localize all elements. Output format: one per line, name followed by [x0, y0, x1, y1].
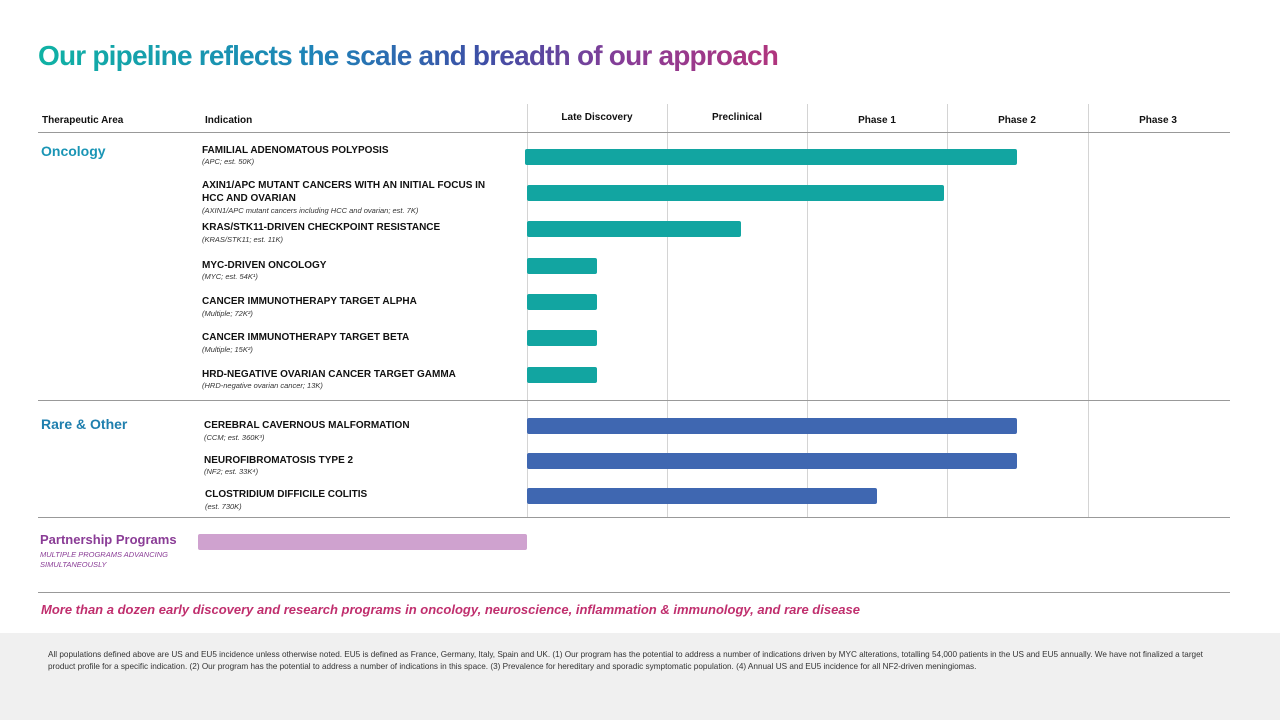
indication-detail-clostridium-difficile-colitis: (est. 730K)	[205, 502, 242, 511]
indication-name-cancer-immunotherapy-target-alpha: CANCER IMMUNOTHERAPY TARGET ALPHA	[202, 296, 417, 307]
section-divider-rare	[38, 517, 1230, 518]
indication-detail-cancer-immunotherapy-target-beta: (Multiple; 15K²)	[202, 345, 253, 354]
indication-detail-neurofibromatosis-type-2: (NF2; est. 33K⁴)	[204, 467, 259, 476]
pipeline-bar-clostridium-difficile-colitis	[527, 488, 877, 504]
tagline: More than a dozen early discovery and re…	[41, 602, 860, 617]
grid-line-0	[527, 104, 528, 517]
indication-detail-hrd-negative-ovarian-cancer-target-gamma: (HRD-negative ovarian cancer; 13K)	[202, 381, 323, 390]
indication-name-axin1-apc-mutant-cancers-with-an-initial-focus-in-hcc-and-ovarian: AXIN1/APC MUTANT CANCERS WITH AN INITIAL…	[202, 180, 486, 204]
section-label-oncology: Oncology	[41, 143, 106, 159]
indication-name-hrd-negative-ovarian-cancer-target-gamma: HRD-NEGATIVE OVARIAN CANCER TARGET GAMMA	[202, 369, 456, 380]
pipeline-bar-axin1-apc-mutant-cancers-with-an-initial-focus-in-hcc-and-ovarian	[527, 185, 944, 201]
partnership-subtitle: MULTIPLE PROGRAMS ADVANCING SIMULTANEOUS…	[40, 550, 168, 569]
section-label-partnership: Partnership Programs	[40, 532, 177, 547]
indication-detail-kras-stk11-driven-checkpoint-resistance: (KRAS/STK11; est. 11K)	[202, 235, 284, 244]
indication-name-myc-driven-oncology: MYC-DRIVEN ONCOLOGY	[202, 260, 327, 271]
footer: All populations defined above are US and…	[0, 633, 1280, 720]
section-label-rare: Rare & Other	[41, 416, 128, 432]
page-title: Our pipeline reflects the scale and brea…	[38, 40, 779, 71]
pipeline-bar-familial-adenomatous-polyposis	[525, 149, 1017, 165]
indication-detail-cancer-immunotherapy-target-alpha: (Multiple; 72K²)	[202, 309, 253, 318]
indication-name-kras-stk11-driven-checkpoint-resistance: KRAS/STK11-DRIVEN CHECKPOINT RESISTANCE	[202, 222, 441, 233]
indication-name-cancer-immunotherapy-target-beta: CANCER IMMUNOTHERAPY TARGET BETA	[202, 332, 410, 343]
indication-name-neurofibromatosis-type-2: NEUROFIBROMATOSIS TYPE 2	[204, 455, 354, 466]
footnote-text: All populations defined above are US and…	[48, 650, 1203, 671]
indication-name-familial-adenomatous-polyposis: FAMILIAL ADENOMATOUS POLYPOSIS	[202, 145, 389, 156]
pipeline-bar-kras-stk11-driven-checkpoint-resistance	[527, 221, 741, 237]
pipeline-bar-cancer-immunotherapy-target-alpha	[527, 294, 597, 310]
pipeline-bar-hrd-negative-ovarian-cancer-target-gamma	[527, 367, 597, 383]
phase-header-phase-2: Phase 2	[998, 115, 1036, 126]
pipeline-bar-cancer-immunotherapy-target-beta	[527, 330, 597, 346]
indication-detail-myc-driven-oncology: (MYC; est. 54K¹)	[202, 272, 258, 281]
pipeline-bar-neurofibromatosis-type-2	[527, 453, 1017, 469]
tagline-divider	[38, 592, 1230, 593]
phase-header-preclinical: Preclinical	[711, 112, 763, 123]
grid-line-1	[667, 104, 668, 517]
phase-header-phase-1: Phase 1	[858, 115, 896, 126]
grid-line-2	[807, 104, 808, 517]
indication-detail-cerebral-cavernous-malformation: (CCM; est. 360K³)	[204, 433, 265, 442]
phase-header-late-discovery: Late Discovery	[561, 112, 633, 123]
indication-detail-axin1-apc-mutant-cancers-with-an-initial-focus-in-hcc-and-ovarian: (AXIN1/APC mutant cancers including HCC …	[202, 206, 419, 215]
section-divider-oncology	[38, 400, 1230, 401]
pipeline-bar-cerebral-cavernous-malformation	[527, 418, 1017, 434]
phase-header-phase-3: Phase 3	[1139, 115, 1177, 126]
indication-detail-familial-adenomatous-polyposis: (APC; est. 50K)	[202, 157, 255, 166]
header-divider	[38, 132, 1230, 133]
pipeline-bar-myc-driven-oncology	[527, 258, 597, 274]
indication-name-clostridium-difficile-colitis: CLOSTRIDIUM DIFFICILE COLITIS	[205, 489, 368, 500]
partnership-bar	[198, 534, 527, 550]
header-therapeutic-area: Therapeutic Area	[42, 115, 124, 126]
header-indication: Indication	[205, 115, 253, 126]
grid-line-3	[947, 104, 948, 517]
grid-line-4	[1088, 104, 1089, 517]
indication-name-cerebral-cavernous-malformation: CEREBRAL CAVERNOUS MALFORMATION	[204, 420, 410, 431]
